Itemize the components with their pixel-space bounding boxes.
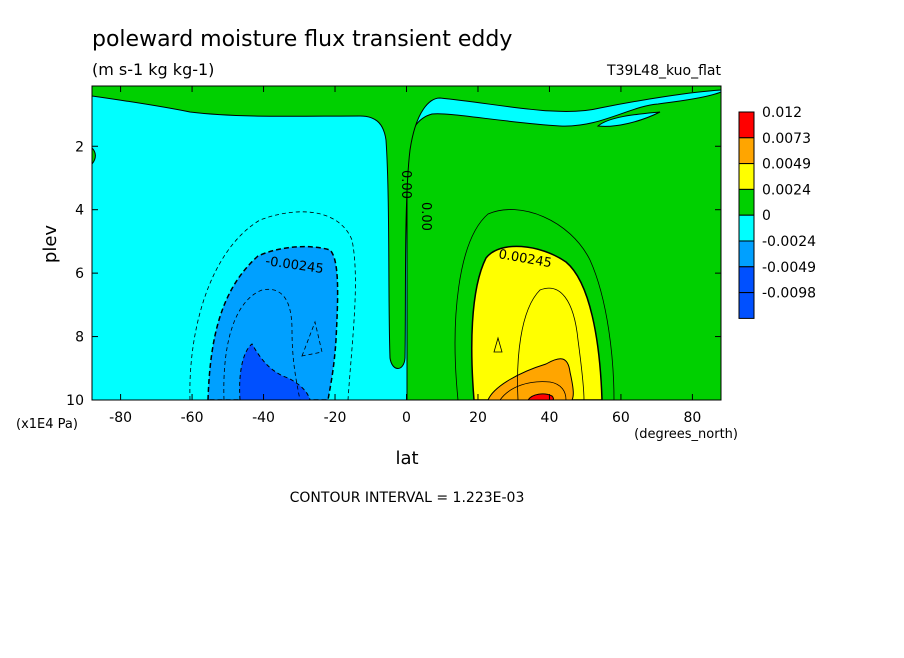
x-tick-label: -80 xyxy=(109,410,132,426)
x-tick-label: 0 xyxy=(402,410,411,426)
contour-line-neg-c xyxy=(301,320,323,357)
legend-swatch xyxy=(738,137,755,165)
legend-label: -0.0049 xyxy=(762,260,816,276)
contour-line-pos-d xyxy=(499,381,567,400)
contour-interval-footer: CONTOUR INTERVAL = 1.223E-03 xyxy=(290,490,525,506)
legend-swatch xyxy=(738,188,755,216)
x-tick-label: -40 xyxy=(252,410,275,426)
legend-swatch xyxy=(738,163,755,190)
legend-label: 0 xyxy=(762,208,771,224)
contour-line-neg-b xyxy=(223,288,301,400)
colorbar-legend: 0.012 0.0073 0.0049 0.0024 0 -0.0024 -0.0049 -0… xyxy=(738,105,816,319)
chart-subtitle: (m s-1 kg kg-1) xyxy=(92,60,214,79)
legend-swatch xyxy=(738,292,755,319)
y-tick-label: 4 xyxy=(75,203,84,219)
contour-line-pos-b xyxy=(517,287,585,400)
y-axis: 2 4 6 8 10 xyxy=(66,139,721,409)
x-tick-label: 40 xyxy=(541,410,559,426)
legend-label: 0.012 xyxy=(762,105,802,121)
plot-area xyxy=(92,86,721,400)
chart-title: poleward moisture flux transient eddy xyxy=(92,27,512,52)
legend-label: -0.0024 xyxy=(762,234,816,250)
y-tick-label: 2 xyxy=(75,139,84,155)
y-tick-label: 8 xyxy=(75,330,84,346)
legend-label: -0.0098 xyxy=(762,286,816,302)
legend-swatch xyxy=(738,111,755,139)
legend-label: 0.0024 xyxy=(762,182,811,198)
legend-label: 0.0073 xyxy=(762,131,811,147)
contour-label-zero-b: 0.00 xyxy=(418,202,433,231)
x-tick-label: -60 xyxy=(181,410,204,426)
region-neg-0024 xyxy=(207,245,339,400)
legend-swatch xyxy=(738,240,755,268)
legend-label: 0.0049 xyxy=(762,157,811,173)
region-pos-0049 xyxy=(487,358,574,400)
x-axis-label: lat xyxy=(395,448,418,469)
y-tick-label: 6 xyxy=(75,266,84,282)
contour-line-pos-a xyxy=(454,209,615,400)
region-negative-small-notch xyxy=(596,111,661,127)
x-tick-label: 80 xyxy=(683,410,701,426)
y-axis-label: plev xyxy=(40,225,61,264)
contour-line-pos-c xyxy=(493,336,503,353)
x-axis-units: (degrees_north) xyxy=(634,427,738,442)
region-positive-small-upper xyxy=(92,86,721,369)
contour-line-neg-a xyxy=(189,211,356,400)
x-tick-label: 20 xyxy=(469,410,487,426)
region-pos-0024 xyxy=(471,245,603,400)
x-tick-label: -20 xyxy=(324,410,347,426)
contour-label-zero-a: 0.00 xyxy=(398,170,413,199)
legend-swatch xyxy=(738,266,755,294)
run-label: T39L48_kuo_flat xyxy=(606,63,721,79)
region-neg-0049 xyxy=(239,343,311,400)
x-tick-label: 60 xyxy=(612,410,630,426)
y-tick-label: 10 xyxy=(66,393,84,409)
y-axis-units: (x1E4 Pa) xyxy=(16,417,78,432)
legend-swatch xyxy=(738,214,755,242)
x-axis: -80 -60 -40 -20 0 20 40 60 80 xyxy=(109,86,701,426)
